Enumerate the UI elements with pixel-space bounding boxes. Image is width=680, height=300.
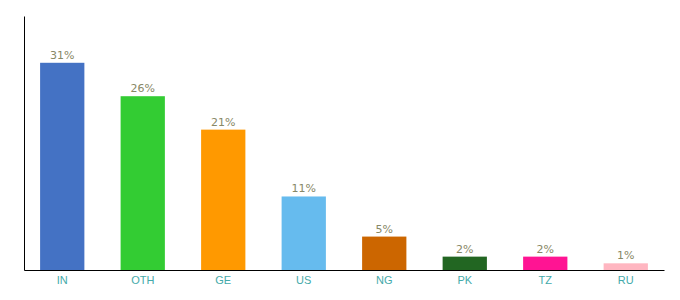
- data-label: 26%: [131, 82, 155, 95]
- bars: [40, 63, 648, 270]
- bar: [443, 257, 487, 270]
- data-label: 31%: [50, 49, 74, 62]
- x-axis: IN OTH GE US NG PK TZ RU: [25, 270, 665, 286]
- bar: [362, 237, 406, 270]
- y-axis-line: [24, 17, 25, 271]
- data-labels: 31% 26% 21% 11% 5% 2% 2% 1%: [50, 49, 634, 263]
- x-axis-line: [25, 270, 665, 271]
- x-tick-label: NG: [376, 274, 393, 286]
- x-tick-label: OTH: [131, 274, 154, 286]
- x-tick-label: US: [296, 274, 311, 286]
- data-label: 21%: [211, 116, 235, 129]
- chart: 31% 26% 21% 11% 5% 2% 2% 1% IN OTH GE US NG PK TZ RU: [0, 0, 680, 300]
- x-tick-label: PK: [457, 274, 472, 286]
- bar: [604, 263, 648, 270]
- x-tick-label: TZ: [539, 274, 553, 286]
- bar: [282, 196, 326, 270]
- x-tick: IN: [57, 270, 68, 286]
- plot: 31% 26% 21% 11% 5% 2% 2% 1% IN OTH GE US NG PK TZ RU: [25, 17, 665, 286]
- bar: [523, 257, 567, 270]
- data-label: 5%: [376, 223, 393, 236]
- x-tick: TZ: [539, 270, 553, 286]
- bar: [121, 96, 165, 270]
- data-label: 2%: [537, 243, 554, 256]
- x-tick: RU: [618, 270, 634, 286]
- x-tick-label: RU: [618, 274, 634, 286]
- y-axis: [24, 17, 25, 271]
- data-label: 1%: [617, 249, 634, 262]
- bar: [201, 130, 245, 270]
- x-tick: PK: [457, 270, 472, 286]
- x-tick: NG: [376, 270, 393, 286]
- data-label: 2%: [456, 243, 473, 256]
- x-tick: US: [296, 270, 311, 286]
- x-tick: OTH: [131, 270, 154, 286]
- bar: [40, 63, 84, 270]
- x-tick-label: GE: [215, 274, 231, 286]
- data-label: 11%: [292, 182, 316, 195]
- x-tick: GE: [215, 270, 231, 286]
- x-tick-label: IN: [57, 274, 68, 286]
